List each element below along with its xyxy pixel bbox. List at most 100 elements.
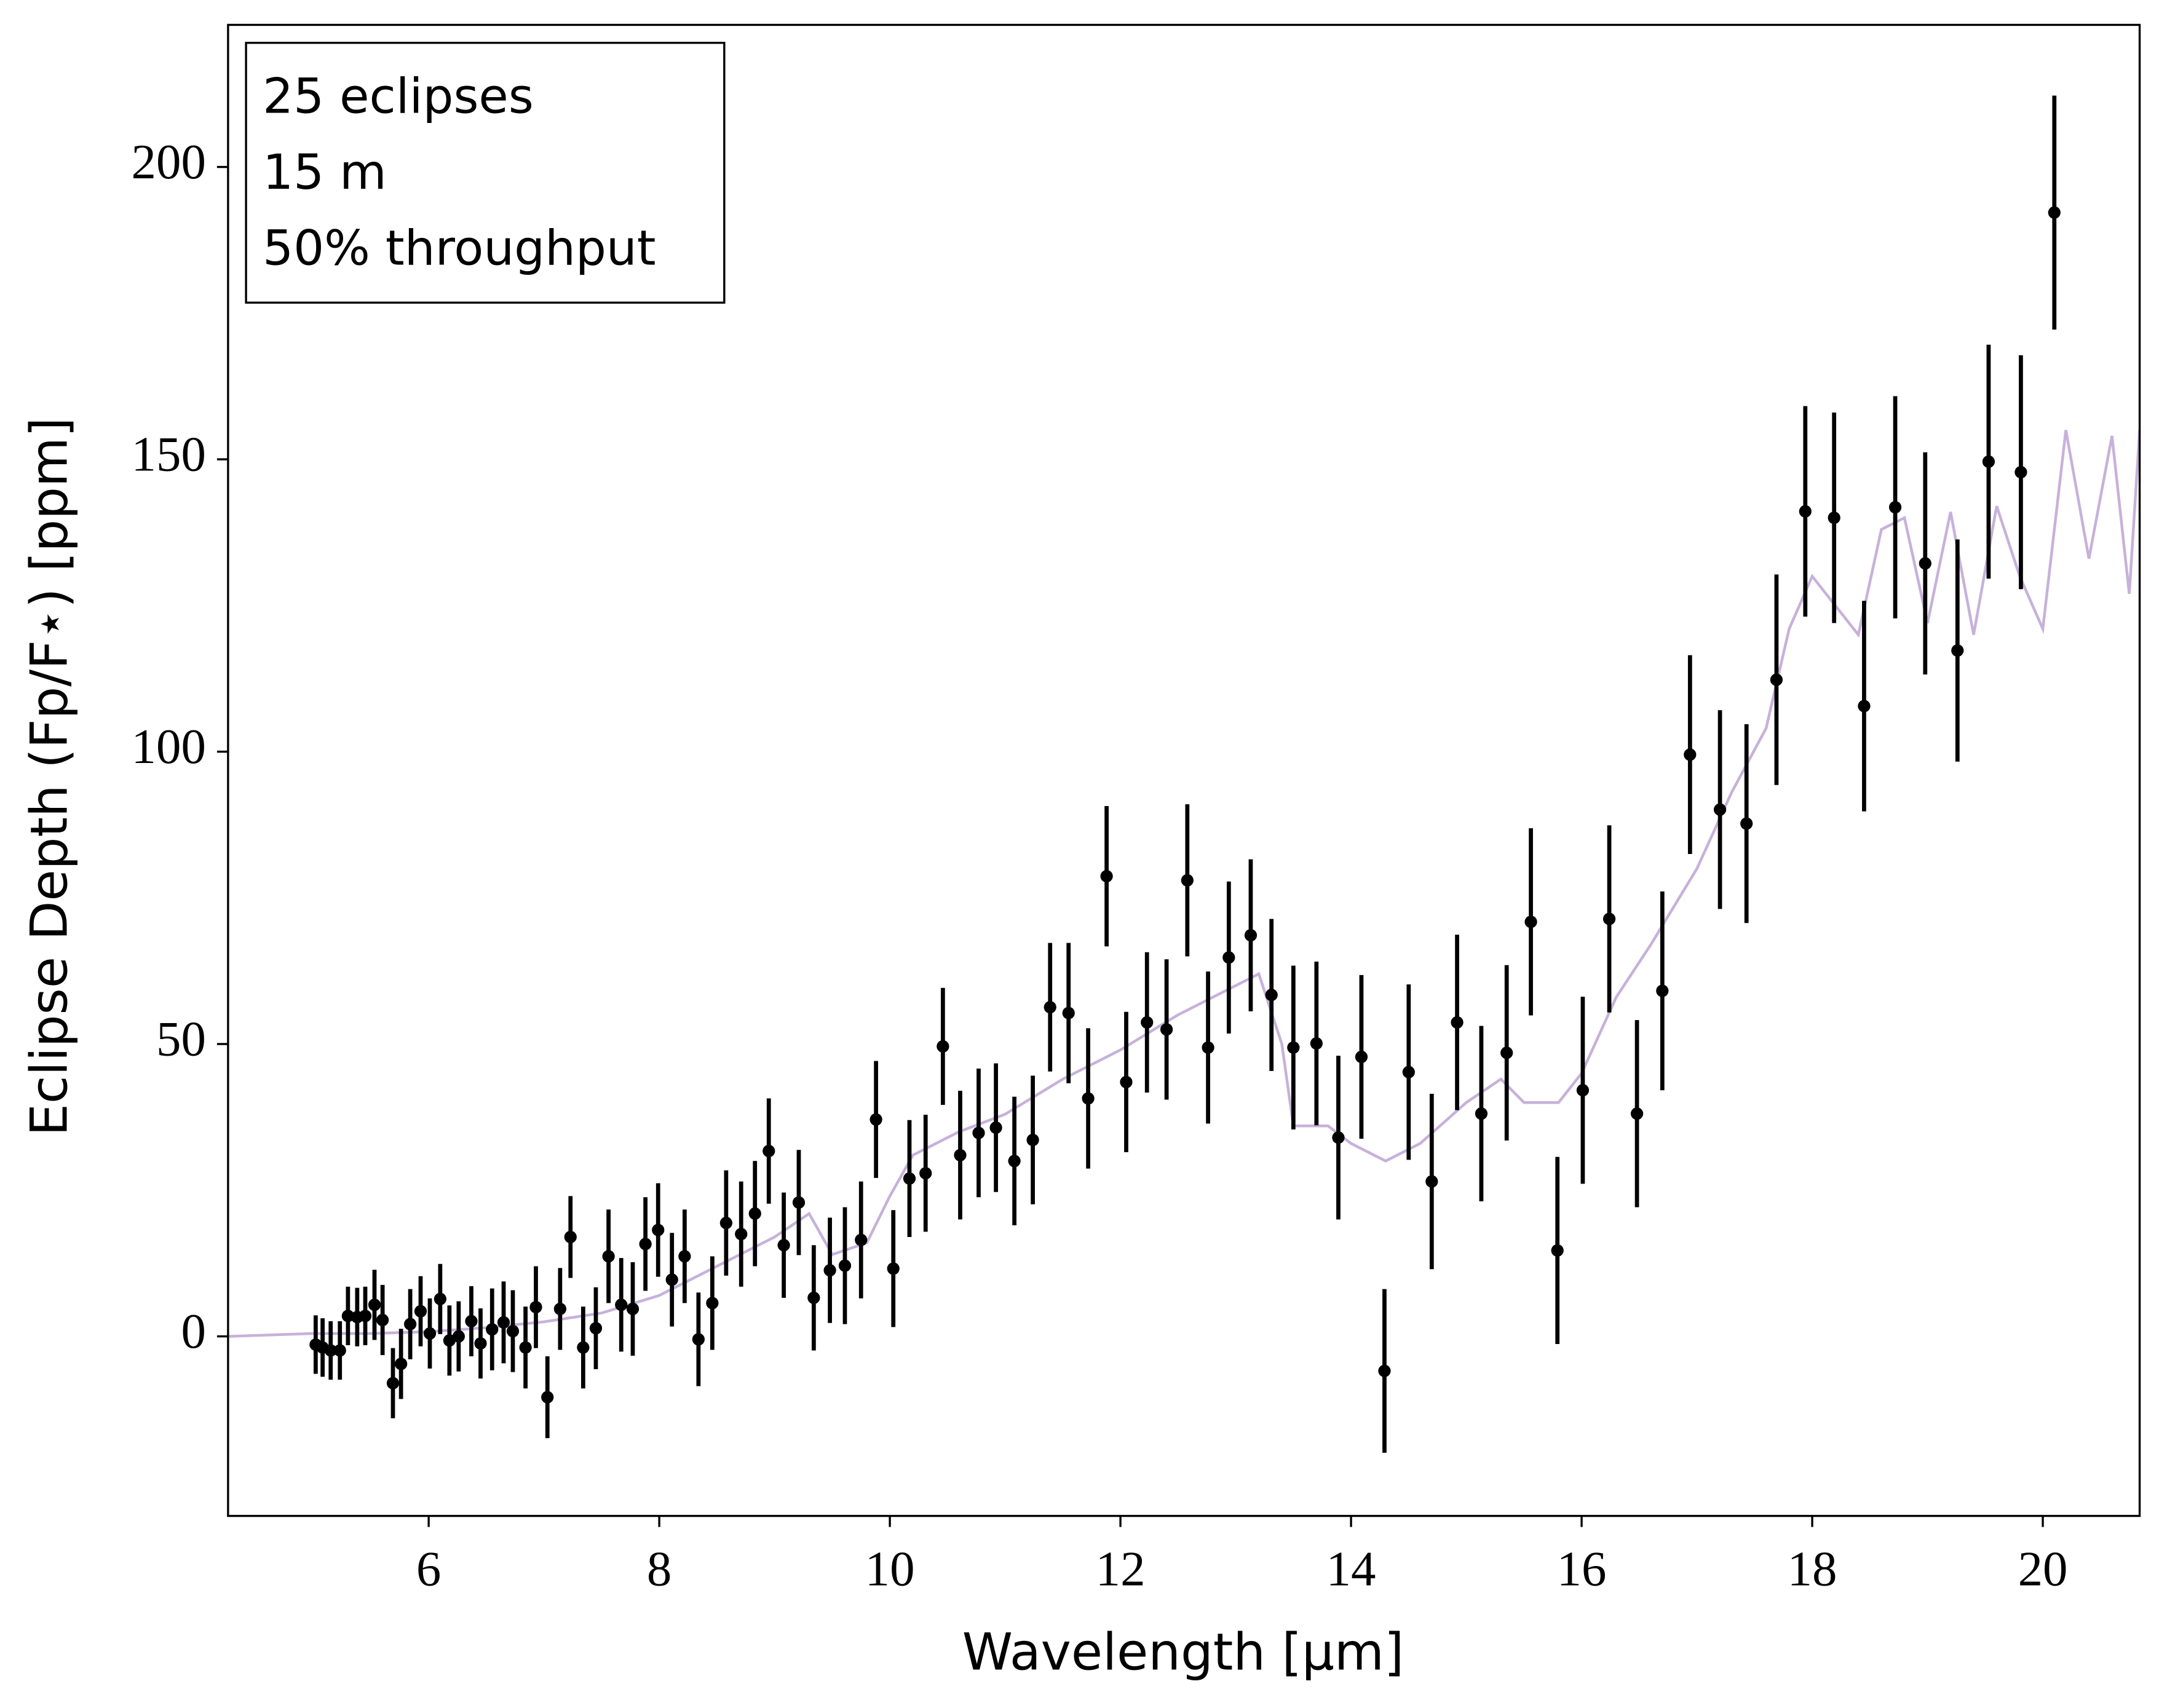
data-point	[838, 1259, 852, 1272]
data-point	[1141, 1016, 1154, 1029]
plot-frame	[227, 23, 2141, 1517]
data-point	[1524, 915, 1537, 928]
data-point	[1026, 1133, 1039, 1147]
data-point	[1062, 1006, 1075, 1019]
data-point	[486, 1323, 499, 1336]
data-point	[1265, 989, 1278, 1002]
data-point	[626, 1302, 640, 1316]
data-point	[678, 1250, 691, 1263]
annotation-line: 25 eclipses	[263, 68, 534, 124]
data-point	[359, 1310, 372, 1323]
data-point	[1713, 803, 1727, 816]
data-point	[692, 1333, 705, 1346]
data-point	[1602, 912, 1616, 925]
x-axis-label: Wavelength [μm]	[962, 1623, 1404, 1682]
data-point	[903, 1172, 916, 1185]
data-point	[1770, 673, 1783, 686]
data-point	[376, 1313, 389, 1327]
data-point	[887, 1262, 900, 1275]
data-point	[823, 1264, 836, 1277]
y-tick-label: 100	[132, 719, 206, 774]
legend-box	[245, 41, 726, 304]
data-point	[706, 1297, 719, 1310]
data-point	[1044, 1001, 1056, 1014]
data-point	[2014, 465, 2027, 479]
data-point	[1799, 505, 1812, 518]
x-tick-label: 18	[1788, 1541, 1837, 1597]
data-point	[497, 1316, 510, 1329]
data-point	[1828, 512, 1840, 524]
data-point	[395, 1358, 408, 1370]
data-point	[1355, 1050, 1368, 1064]
data-point	[386, 1377, 400, 1390]
data-point	[1100, 870, 1113, 883]
data-point	[414, 1305, 427, 1318]
data-point	[602, 1250, 615, 1263]
data-point	[777, 1239, 790, 1252]
data-point	[665, 1273, 678, 1286]
y-axis-label: Eclipse Depth (Fp/F⋆) [ppm]	[19, 417, 79, 1136]
data-point	[1551, 1244, 1564, 1257]
x-tick-label: 10	[865, 1541, 915, 1597]
data-point	[937, 1040, 949, 1053]
data-point	[855, 1233, 868, 1246]
data-point	[1475, 1107, 1488, 1120]
y-tick-label: 150	[132, 427, 206, 482]
data-point	[919, 1167, 932, 1180]
annotation-line: 50% throughput	[263, 220, 656, 277]
x-tick-label: 12	[1096, 1541, 1146, 1597]
data-point	[368, 1299, 381, 1311]
annotation-line: 15 m	[263, 144, 387, 200]
data-point	[1630, 1107, 1644, 1120]
x-tick-label: 6	[416, 1541, 441, 1597]
data-point	[1244, 929, 1258, 942]
data-point	[541, 1391, 554, 1404]
data-point	[719, 1217, 732, 1230]
data-point	[989, 1121, 1002, 1134]
legend: 25 eclipses 15 m 50% throughput	[245, 41, 726, 304]
data-point	[529, 1300, 542, 1314]
data-point	[1500, 1046, 1513, 1059]
data-point	[1082, 1092, 1095, 1105]
data-point	[1160, 1023, 1173, 1036]
data-point	[807, 1291, 820, 1304]
data-point	[954, 1149, 967, 1161]
data-point	[2048, 206, 2061, 219]
data-point	[1310, 1037, 1323, 1050]
data-point	[1222, 951, 1235, 964]
data-point	[652, 1224, 665, 1236]
x-tick-label: 8	[647, 1541, 671, 1597]
data-point	[506, 1324, 520, 1338]
data-point	[452, 1330, 465, 1343]
data-point	[639, 1238, 652, 1251]
data-point	[1425, 1175, 1438, 1188]
x-tick-label: 20	[2018, 1541, 2068, 1597]
data-point	[735, 1228, 748, 1241]
data-point	[1982, 455, 1995, 468]
data-point	[1740, 817, 1753, 830]
y-tick-label: 50	[156, 1011, 206, 1067]
data-point	[792, 1196, 806, 1209]
data-point	[1951, 644, 1964, 657]
data-point	[1120, 1075, 1133, 1089]
data-point	[1402, 1066, 1415, 1078]
x-tick-label: 14	[1326, 1541, 1376, 1597]
data-point	[1287, 1041, 1300, 1054]
data-point	[870, 1113, 882, 1126]
plot-area	[228, 95, 2140, 1453]
data-point	[763, 1145, 775, 1158]
data-point	[474, 1337, 487, 1350]
data-point	[324, 1344, 337, 1357]
data-point	[1684, 748, 1697, 761]
data-point	[1919, 557, 1931, 570]
data-point	[564, 1230, 577, 1244]
y-tick-label: 0	[181, 1303, 205, 1359]
data-point	[465, 1315, 478, 1328]
data-point	[1451, 1016, 1464, 1029]
data-point	[577, 1341, 590, 1354]
data-point	[972, 1126, 985, 1139]
data-point	[423, 1327, 437, 1340]
data-point	[553, 1302, 566, 1316]
